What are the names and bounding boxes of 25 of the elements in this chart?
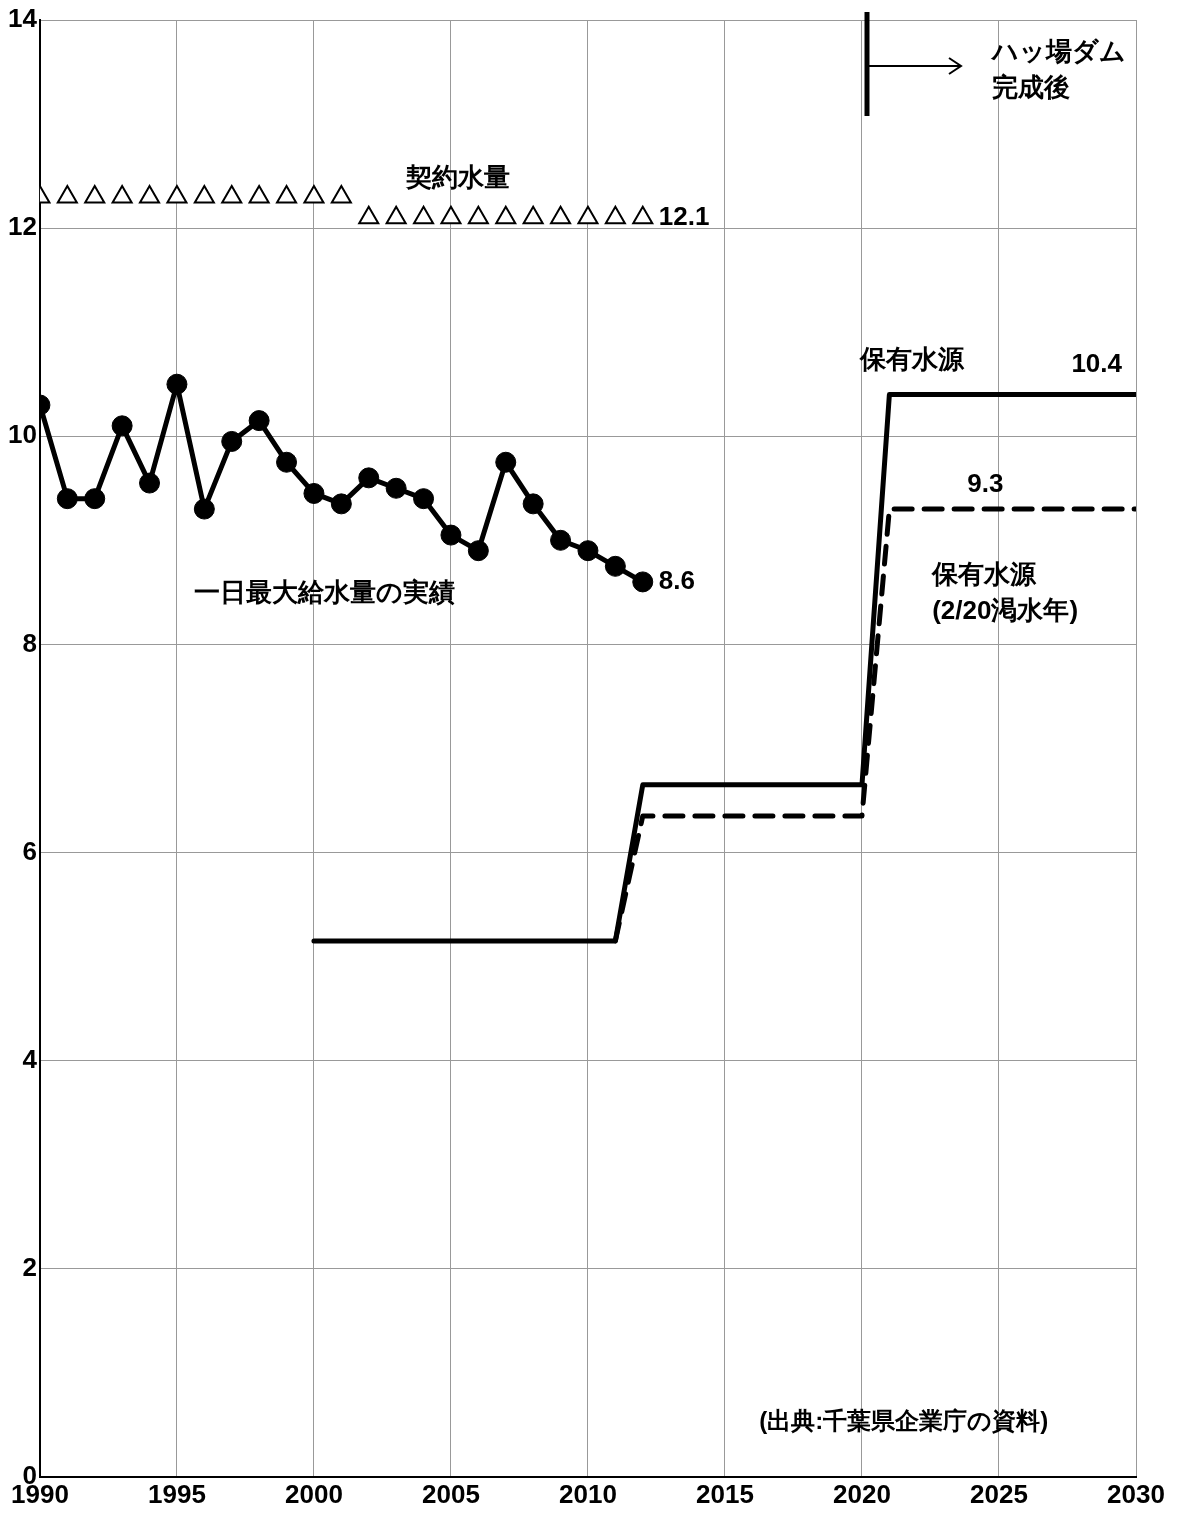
x-tick-label: 2000 [285, 1478, 343, 1509]
data-label: 12.1 [658, 200, 710, 231]
y-tick-label: 8 [22, 627, 37, 658]
x-tick-label: 2025 [970, 1478, 1028, 1509]
x-tick-label: 2010 [559, 1478, 617, 1509]
y-tick-label: 14 [8, 3, 38, 34]
x-tick-label: 2015 [696, 1478, 754, 1509]
y-tick-label: 6 [22, 835, 37, 866]
series-label: 保有水源 [858, 344, 965, 375]
annotation: (出典:千葉県企業庁の資料) [759, 1407, 1049, 1435]
series-label: 保有水源(2/20渇水年) [931, 559, 1079, 626]
annotation: ハッ場ダム完成後 [990, 35, 1127, 102]
x-tick-label: 2030 [1107, 1478, 1165, 1509]
x-tick-label: 2020 [833, 1478, 891, 1509]
y-tick-label: 4 [22, 1043, 38, 1074]
x-tick-label: 1995 [148, 1478, 206, 1509]
series-label: 一日最大給水量の実績 [194, 577, 456, 608]
series-label: 契約水量 [405, 161, 511, 192]
y-tick-label: 2 [22, 1251, 37, 1282]
data-label: 9.3 [967, 468, 1004, 499]
y-tick-label: 12 [8, 211, 37, 242]
data-label: 8.6 [658, 565, 695, 596]
x-tick-label: 2005 [422, 1478, 480, 1509]
y-tick-label: 10 [8, 419, 37, 450]
data-label: 10.4 [1071, 347, 1123, 378]
